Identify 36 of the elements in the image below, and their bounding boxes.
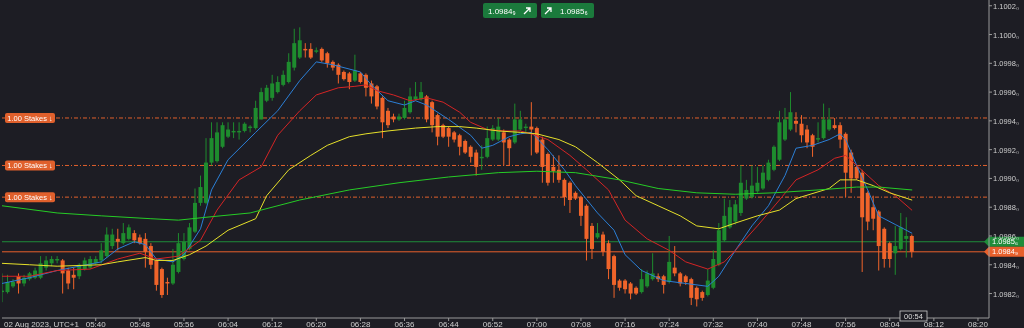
- x-tick-label: 06:28: [350, 320, 371, 328]
- price-button: 1.0985₆: [541, 3, 594, 18]
- x-tick-label: 08:12: [923, 320, 945, 328]
- candlestick: [71, 267, 76, 290]
- annotation: 1.0985₆: [560, 6, 588, 16]
- x-tick-label: 07:56: [835, 320, 857, 328]
- x-tick-label: 07:48: [791, 320, 813, 328]
- candlestick: [794, 111, 799, 133]
- x-tick-label: 05:48: [129, 320, 151, 328]
- candlestick: [810, 133, 815, 158]
- candlestick: [297, 26, 302, 60]
- x-tick-label: 07:00: [526, 320, 548, 328]
- x-tick-label: 05:40: [85, 320, 107, 328]
- x-tick-label: 06:20: [306, 320, 327, 328]
- x-tick-label: 06:52: [482, 320, 504, 328]
- candlestick: [816, 121, 821, 143]
- x-tick-label: 06:44: [438, 320, 460, 328]
- candlestick: [562, 177, 567, 207]
- x-tick-label: 07:24: [659, 320, 680, 328]
- x-tick-label: 05:56: [173, 320, 195, 328]
- candlestick: [352, 54, 357, 83]
- x-tick-label: 06:12: [262, 320, 283, 328]
- candlestick: [485, 126, 490, 159]
- x-tick-label: 08:04: [879, 320, 901, 328]
- candlestick: [529, 101, 534, 156]
- x-tick-label: 08:20: [967, 320, 989, 328]
- x-tick-label: 07:08: [570, 320, 592, 328]
- price-button: 1.0984₉: [483, 3, 537, 18]
- annotation: 1.0984₉: [488, 6, 516, 16]
- x-tick-label: 06:36: [394, 320, 416, 328]
- x-tick-label: 07:16: [615, 320, 636, 328]
- x-tick-label: 06:04: [218, 320, 239, 328]
- x-tick-label: 07:40: [747, 320, 768, 328]
- x-tick-label: 07:32: [703, 320, 724, 328]
- line-series: [2, 170, 913, 221]
- text: 02 Aug 2023, UTC+1: [4, 320, 80, 328]
